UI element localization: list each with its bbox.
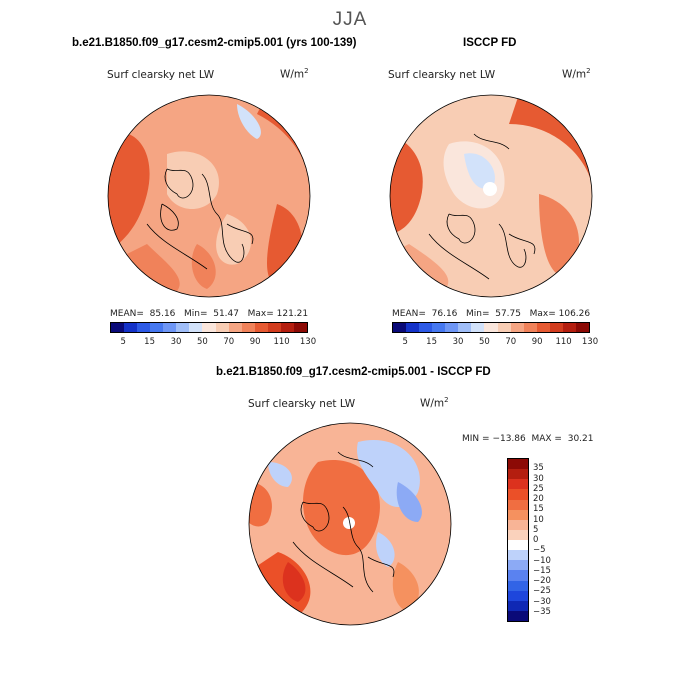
- diff-colorbar-tick-label: −35: [533, 606, 551, 617]
- obs-colorbar-tick-label: 50: [478, 337, 490, 347]
- diff-colorbar-cell: [508, 469, 528, 480]
- model-polar-map: [107, 94, 311, 298]
- diff-colorbar-cell: [508, 570, 528, 581]
- model-colorbar-cell: [137, 323, 151, 332]
- model-colorbar-tick-label: 130: [299, 337, 317, 347]
- obs-colorbar-cell: [575, 323, 589, 332]
- obs-colorbar: [392, 322, 590, 333]
- diff-colorbar-tick-label: −30: [533, 596, 551, 607]
- diff-units-label: W/m2: [420, 396, 449, 410]
- model-colorbar-cell: [228, 323, 242, 332]
- model-colorbar-cell: [254, 323, 268, 332]
- model-colorbar-cell: [280, 323, 294, 332]
- obs-colorbar-tick-label: 90: [531, 337, 543, 347]
- model-colorbar-cell: [163, 323, 177, 332]
- diff-colorbar-cell: [508, 540, 528, 551]
- obs-colorbar-cell: [549, 323, 563, 332]
- diff-panel-title: b.e21.B1850.f09_g17.cesm2-cmip5.001 - IS…: [216, 366, 491, 378]
- model-colorbar-tick-label: 110: [273, 337, 290, 347]
- obs-colorbar-cell: [393, 323, 407, 332]
- obs-colorbar-tick-label: 110: [555, 337, 572, 347]
- diff-colorbar-tick-label: 25: [533, 483, 544, 494]
- diff-colorbar-tick-label: 20: [533, 494, 544, 504]
- diff-colorbar-cell: [508, 499, 528, 510]
- diff-colorbar-tick-label: −5: [533, 545, 546, 556]
- diff-colorbar-cell: [508, 610, 528, 621]
- model-colorbar-ticks: 5 15 30 50 70 90 110 130: [110, 337, 316, 349]
- model-colorbar-cell: [150, 323, 164, 332]
- model-colorbar-tick-label: 30: [170, 337, 182, 347]
- obs-colorbar-cell: [510, 323, 524, 332]
- diff-colorbar-cell: [508, 580, 528, 591]
- diff-colorbar-cell: [508, 519, 528, 530]
- obs-stats: MEAN= 76.16 Min= 57.75 Max= 106.26: [392, 309, 591, 319]
- obs-colorbar-cell: [458, 323, 472, 332]
- obs-colorbar-cell: [419, 323, 433, 332]
- model-colorbar-tick-label: 70: [223, 337, 235, 347]
- model-colorbar-cell: [189, 323, 203, 332]
- model-colorbar-cell: [241, 323, 255, 332]
- obs-colorbar-ticks: 5 15 30 50 70 90 110 130: [392, 337, 598, 349]
- diff-colorbar-tick-label: −20: [533, 576, 551, 586]
- model-panel-title: b.e21.B1850.f09_g17.cesm2-cmip5.001 (yrs…: [72, 37, 357, 49]
- diff-colorbar-cell: [508, 590, 528, 601]
- obs-colorbar-tick-label: 15: [426, 337, 438, 347]
- obs-panel-title: ISCCP FD: [463, 37, 517, 49]
- diff-colorbar-tick-label: 10: [533, 514, 544, 525]
- diff-colorbar-cell: [508, 550, 528, 561]
- model-colorbar-tick-label: 5: [120, 337, 126, 347]
- model-colorbar-cell: [202, 323, 216, 332]
- diff-colorbar-tick-label: 0: [533, 535, 539, 545]
- diff-colorbar-tick-label: 5: [533, 524, 539, 535]
- obs-colorbar-cell: [484, 323, 498, 332]
- diff-colorbar-tick-label: 15: [533, 504, 544, 515]
- obs-colorbar-cell: [445, 323, 459, 332]
- diff-colorbar-tick-label: 35: [533, 463, 544, 474]
- model-colorbar-cell: [176, 323, 190, 332]
- obs-colorbar-cell: [562, 323, 576, 332]
- obs-colorbar-cell: [497, 323, 511, 332]
- model-stats: MEAN= 85.16 Min= 51.47 Max= 121.21: [110, 309, 309, 319]
- obs-colorbar-tick-label: 30: [452, 337, 464, 347]
- diff-polar-map: [248, 422, 452, 626]
- model-colorbar-cell: [293, 323, 307, 332]
- diff-colorbar-cell: [508, 560, 528, 571]
- diff-colorbar-cell: [508, 489, 528, 500]
- diff-colorbar: [507, 458, 529, 622]
- season-title: JJA: [332, 9, 368, 30]
- obs-colorbar-tick-label: 130: [581, 337, 599, 347]
- model-colorbar-cell: [124, 323, 138, 332]
- diff-colorbar-tick-label: 30: [533, 473, 544, 484]
- diff-minmax: MIN = −13.86 MAX = 30.21: [462, 434, 594, 444]
- obs-polar-map: [389, 94, 593, 298]
- obs-colorbar-tick-label: 70: [505, 337, 517, 347]
- obs-units-label: W/m2: [562, 67, 591, 81]
- model-colorbar-cell: [215, 323, 229, 332]
- obs-variable-label: Surf clearsky net LW: [388, 69, 496, 81]
- diff-colorbar-cell: [508, 479, 528, 490]
- obs-colorbar-cell: [523, 323, 537, 332]
- diff-colorbar-cell: [508, 600, 528, 611]
- model-colorbar-cell: [111, 323, 125, 332]
- obs-colorbar-cell: [406, 323, 420, 332]
- obs-colorbar-cell: [432, 323, 446, 332]
- diff-colorbar-tick-label: −25: [533, 586, 551, 597]
- obs-colorbar-tick-label: 5: [402, 337, 408, 347]
- diff-colorbar-tick-label: −10: [533, 555, 551, 566]
- diff-variable-label: Surf clearsky net LW: [248, 398, 356, 410]
- model-colorbar-tick-label: 50: [196, 337, 208, 347]
- model-units-label: W/m2: [280, 67, 309, 81]
- diff-colorbar-tick-label: −15: [533, 565, 551, 576]
- diff-colorbar-cell: [508, 529, 528, 540]
- model-colorbar-tick-label: 90: [249, 337, 261, 347]
- model-colorbar-cell: [267, 323, 281, 332]
- obs-colorbar-cell: [536, 323, 550, 332]
- diff-colorbar-cell: [508, 459, 528, 470]
- diff-colorbar-cell: [508, 509, 528, 520]
- model-colorbar: [110, 322, 308, 333]
- model-variable-label: Surf clearsky net LW: [107, 69, 215, 81]
- diff-colorbar-ticks: 35 30 25 20 15 10 5 0 −5 −10 −15 −20 −25 −30 −35: [533, 458, 573, 622]
- model-colorbar-tick-label: 15: [144, 337, 156, 347]
- obs-colorbar-cell: [471, 323, 485, 332]
